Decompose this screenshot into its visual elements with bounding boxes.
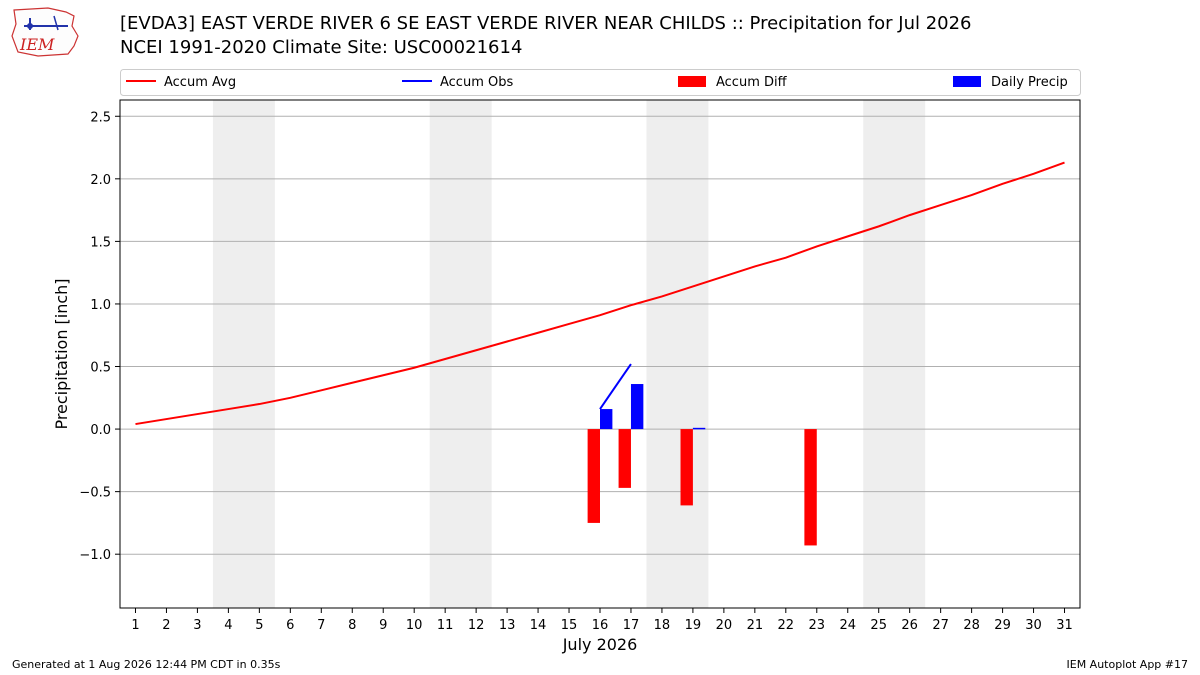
y-tick-label: 0.5 (90, 361, 111, 376)
daily-precip-bar (630, 384, 644, 430)
x-tick-label: 24 (839, 618, 856, 633)
x-tick-label: 8 (348, 618, 356, 633)
chart-title: [EVDA3] EAST VERDE RIVER 6 SE EAST VERDE… (120, 13, 972, 34)
legend-label: Accum Obs (440, 75, 513, 90)
weekend-band (646, 100, 709, 608)
x-tick-label: 3 (193, 618, 201, 633)
weekend-bands (212, 100, 926, 608)
x-tick-label: 2 (162, 618, 170, 633)
legend-swatch (953, 76, 981, 87)
accum-diff-bar (587, 429, 600, 523)
x-tick-label: 26 (901, 618, 918, 633)
accum-diff-bar (804, 429, 817, 546)
x-axis-label: July 2026 (562, 635, 638, 654)
x-tick-label: 1 (131, 618, 139, 633)
x-tick-label: 13 (499, 618, 516, 633)
accum-avg-line (135, 161, 1065, 426)
app-label: IEM Autoplot App #17 (1066, 658, 1189, 671)
y-tick-label: −0.5 (79, 486, 111, 501)
y-tick-label: 1.0 (90, 298, 111, 313)
daily-precip-bar (600, 409, 613, 430)
x-tick-label: 27 (932, 618, 949, 633)
x-tick-label: 17 (623, 618, 640, 633)
weekend-band (863, 100, 926, 608)
x-tick-label: 18 (654, 618, 671, 633)
x-tick-label: 31 (1056, 618, 1073, 633)
legend-label: Accum Diff (716, 75, 788, 90)
x-tick-label: 4 (224, 618, 232, 633)
legend-box (120, 69, 1081, 96)
x-axis: 1 2 3 4 5 6 7 8 9 10 11 12 13 14 15 16 17 18 19 20 21 22 23 24 2… (131, 608, 1073, 633)
y-tick-label: 2.5 (90, 110, 111, 125)
svg-text:IEM: IEM (19, 35, 55, 54)
x-tick-label: 28 (963, 618, 980, 633)
x-tick-label: 12 (468, 618, 485, 633)
daily-precip-bar (692, 427, 706, 430)
accum-diff-bar (618, 429, 631, 488)
x-tick-label: 6 (286, 618, 294, 633)
x-tick-label: 29 (994, 618, 1011, 633)
x-tick-label: 30 (1025, 618, 1042, 633)
x-tick-label: 19 (685, 618, 702, 633)
bars (587, 384, 817, 546)
x-tick-label: 15 (561, 618, 578, 633)
legend-label: Accum Avg (164, 75, 236, 90)
weekend-band (212, 100, 275, 608)
x-tick-label: 20 (716, 618, 733, 633)
x-tick-label: 25 (870, 618, 887, 633)
y-tick-label: −1.0 (79, 548, 111, 563)
legend: Accum Avg Accum Obs Accum Diff Daily Precip (120, 69, 1081, 96)
y-gridlines (120, 115, 1080, 555)
y-tick-label: 2.0 (90, 173, 111, 188)
x-tick-label: 5 (255, 618, 263, 633)
series-lines (135, 161, 1065, 426)
x-tick-label: 14 (530, 618, 547, 633)
y-axis-label: Precipitation [inch] (52, 278, 71, 429)
accum-obs-line (599, 363, 632, 410)
chart-subtitle: NCEI 1991-2020 Climate Site: USC00021614 (120, 37, 523, 58)
y-tick-label: 1.5 (90, 235, 111, 250)
y-axis: −1.0 −0.5 0.0 0.5 1.0 1.5 2.0 2.5 (79, 110, 120, 563)
x-tick-label: 9 (379, 618, 387, 633)
legend-swatch (678, 76, 706, 87)
x-tick-label: 16 (592, 618, 609, 633)
x-tick-label: 22 (778, 618, 795, 633)
y-tick-label: 0.0 (90, 423, 111, 438)
accum-diff-bar (680, 429, 693, 506)
x-tick-label: 10 (406, 618, 423, 633)
legend-label: Daily Precip (991, 75, 1068, 90)
iem-logo: IEM (11, 7, 79, 57)
generated-timestamp: Generated at 1 Aug 2026 12:44 PM CDT in … (12, 658, 281, 671)
x-tick-label: 7 (317, 618, 325, 633)
x-tick-label: 23 (809, 618, 826, 633)
x-tick-label: 21 (747, 618, 764, 633)
x-tick-label: 11 (437, 618, 454, 633)
